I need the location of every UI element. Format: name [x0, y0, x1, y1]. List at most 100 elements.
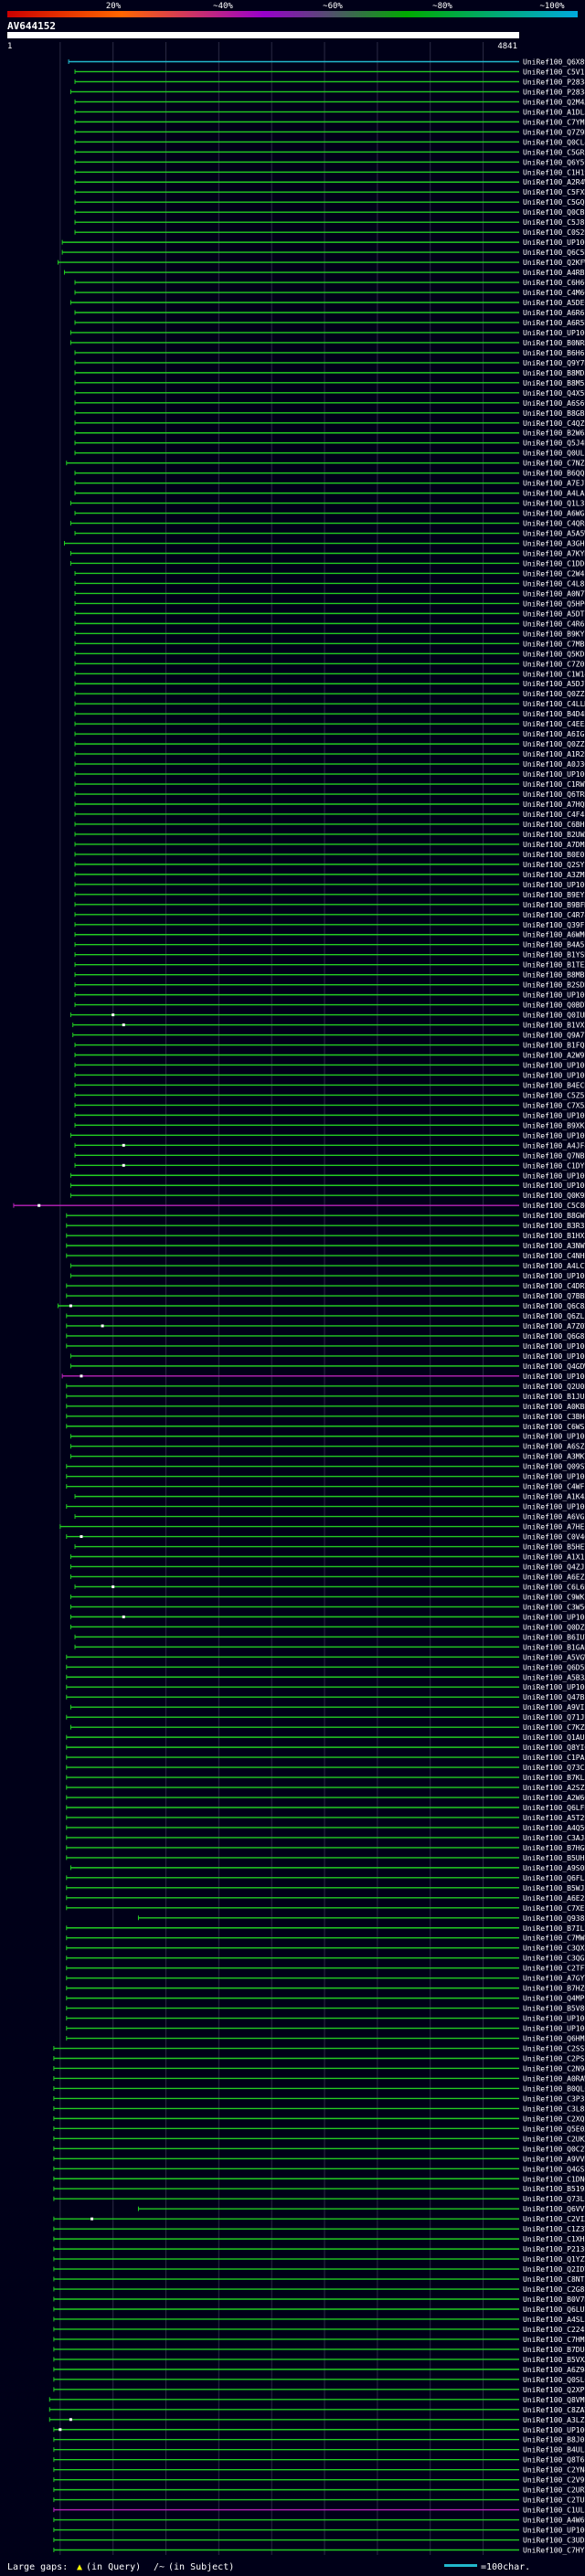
hit-label[interactable]: UniRef100_A7HQN3	[523, 800, 585, 809]
hit-row[interactable]: UniRef100_A3GHS7	[63, 540, 585, 548]
hit-label[interactable]: UniRef100_B4A5P7	[523, 941, 585, 949]
hit-label[interactable]: UniRef100_A0J3G1	[523, 760, 585, 769]
hit-label[interactable]: UniRef100_C3UD50	[523, 2537, 585, 2545]
hit-label[interactable]: UniRef100_B0QL01	[523, 2084, 585, 2093]
hit-label[interactable]: UniRef100_B7HGN7	[523, 1844, 585, 1852]
hit-row[interactable]: UniRef100_A7EJ78	[74, 480, 585, 488]
hit-label[interactable]: UniRef100_Q93857	[523, 1914, 585, 1923]
hit-label[interactable]: UniRef100_Q6ZLL0	[523, 1312, 585, 1320]
hit-label[interactable]: UniRef100_C5FXN9	[523, 188, 585, 196]
hit-label[interactable]: UniRef100_A2W6Q5	[523, 1794, 585, 1802]
hit-row[interactable]: UniRef100_Q0UL16	[74, 450, 585, 458]
hit-row[interactable]: UniRef100_C7Z0E4	[74, 660, 585, 668]
hit-row[interactable]: UniRef100_C5FXN9	[74, 188, 585, 196]
hit-row[interactable]: UniRef100_C7KZD5	[69, 1723, 585, 1732]
hit-row[interactable]: UniRef100_Q93857	[137, 1914, 585, 1923]
hit-label[interactable]: UniRef100_Q2M4A4	[523, 98, 585, 106]
hit-row[interactable]: UniRef100_Q5E0X0	[53, 2125, 585, 2133]
hit-label[interactable]: UniRef100_B8M533	[523, 379, 585, 387]
hit-label[interactable]: UniRef100_C2SSL7	[523, 2045, 585, 2053]
hit-label[interactable]: UniRef100_B8GB18	[523, 409, 585, 418]
hit-row[interactable]: UniRef100_C7HMF3	[53, 2336, 585, 2344]
hit-row[interactable]: UniRef100_UP1000...	[74, 991, 585, 1000]
hit-label[interactable]: UniRef100_C6H669	[523, 279, 585, 287]
hit-row[interactable]: UniRef100_B7HZQ4	[66, 1985, 585, 1993]
hit-label[interactable]: UniRef100_C3W5G0	[523, 1603, 585, 1611]
hit-label[interactable]: UniRef100_C4R741	[523, 911, 585, 919]
hit-label[interactable]: UniRef100_UP1000...	[523, 2025, 585, 2033]
hit-row[interactable]: UniRef100_C3L821	[53, 2104, 585, 2113]
hit-row[interactable]: UniRef100_Q4ZJ12	[69, 1563, 585, 1571]
hit-label[interactable]: UniRef100_A9VIZ3	[523, 1703, 585, 1712]
hit-row[interactable]: UniRef100_C3AJ41	[66, 1834, 585, 1842]
hit-label[interactable]: UniRef100_P21360	[523, 2245, 585, 2253]
hit-row[interactable]: UniRef100_B2SDN9	[74, 981, 585, 990]
hit-label[interactable]: UniRef100_Q8T6P1	[523, 2456, 585, 2465]
hit-label[interactable]: UniRef100_Q4MP16	[523, 1995, 585, 2003]
hit-label[interactable]: UniRef100_A4W697	[523, 2517, 585, 2525]
hit-row[interactable]: UniRef100_C1Z3V7	[53, 2225, 585, 2233]
hit-label[interactable]: UniRef100_Q7NBB5	[523, 1151, 585, 1160]
hit-row[interactable]: UniRef100_A6EZ26	[69, 1573, 585, 1581]
hit-label[interactable]: UniRef100_B1GAN2	[523, 1643, 585, 1651]
hit-label[interactable]: UniRef100_A9S0R4	[523, 1864, 585, 1872]
hit-label[interactable]: UniRef100_C7HMF3	[523, 2336, 585, 2344]
hit-label[interactable]: UniRef100_A0KBN6	[523, 1403, 585, 1411]
hit-label[interactable]: UniRef100_B0V7N5	[523, 2295, 585, 2304]
hit-label[interactable]: UniRef100_C6BH14	[523, 821, 585, 829]
hit-row[interactable]: UniRef100_UP1000...	[66, 2015, 585, 2023]
hit-row[interactable]: UniRef100_Q6HM57	[66, 2035, 585, 2043]
hit-label[interactable]: UniRef100_B9BFM2	[523, 901, 585, 909]
hit-label[interactable]: UniRef100_UP1000...	[523, 2527, 585, 2535]
hit-label[interactable]: UniRef100_A4Q5Q8	[523, 1824, 585, 1832]
hit-row[interactable]: UniRef100_B7DU60	[53, 2346, 585, 2354]
hit-row[interactable]: UniRef100_A5DE06	[69, 299, 585, 307]
hit-label[interactable]: UniRef100_Q09SY0	[523, 1463, 585, 1471]
hit-row[interactable]: UniRef100_B9BFM2	[74, 901, 585, 909]
hit-row[interactable]: UniRef100_Q73LC9	[53, 2195, 585, 2203]
hit-label[interactable]: UniRef100_A6E2Z6	[523, 1894, 585, 1903]
hit-row[interactable]: UniRef100_A9VVN6	[53, 2155, 585, 2163]
hit-row[interactable]: UniRef100_B9KYF0	[74, 630, 585, 638]
hit-row[interactable]: UniRef100_A4RBP5	[63, 269, 585, 277]
hit-label[interactable]: UniRef100_C4QR08	[523, 520, 585, 528]
hit-label[interactable]: UniRef100_Q71JU0	[523, 1713, 585, 1722]
hit-label[interactable]: UniRef100_B5UHL9	[523, 1854, 585, 1862]
hit-row[interactable]: UniRef100_Q0BDY3	[74, 1002, 585, 1010]
hit-row[interactable]: UniRef100_A5VGW1	[66, 1653, 585, 1661]
hit-row[interactable]: UniRef100_Q8YIG6	[66, 1744, 585, 1752]
hit-row[interactable]: UniRef100_Q0C2T7	[53, 2145, 585, 2153]
hit-row[interactable]: UniRef100_B8M533	[74, 379, 585, 387]
hit-row[interactable]: UniRef100_B0NRN4	[69, 339, 585, 347]
hit-label[interactable]: UniRef100_C0V4G2	[523, 1533, 585, 1542]
hit-label[interactable]: UniRef100_UP1000...	[523, 1111, 585, 1119]
hit-row[interactable]: UniRef100_B2UWA4	[74, 831, 585, 839]
hit-row[interactable]: UniRef100_UP1000...	[69, 329, 585, 337]
hit-row[interactable]: UniRef100_UP1000...	[66, 2025, 585, 2033]
hit-row[interactable]: UniRef100_UP1000...	[61, 1373, 585, 1381]
hit-label[interactable]: UniRef100_C2TFY2	[523, 1965, 585, 1973]
hit-row[interactable]: UniRef100_B1JU12	[66, 1393, 585, 1401]
hit-row[interactable]: UniRef100_B8MBZ7	[74, 971, 585, 980]
hit-row[interactable]: UniRef100_Q1AUE0	[66, 1733, 585, 1742]
hit-label[interactable]: UniRef100_Q0CBP6	[523, 208, 585, 217]
hit-label[interactable]: UniRef100_UP1000...	[523, 1433, 585, 1441]
hit-label[interactable]: UniRef100_Q0BDY3	[523, 1002, 585, 1010]
hit-label[interactable]: UniRef100_C5GQC3	[523, 198, 585, 207]
hit-row[interactable]: UniRef100_C1DD07	[69, 559, 585, 567]
hit-label[interactable]: UniRef100_Q0ZZ16	[523, 690, 585, 698]
hit-label[interactable]: UniRef100_A6SZ05	[523, 1443, 585, 1451]
hit-row[interactable]: UniRef100_C2YN44	[53, 2466, 585, 2475]
hit-row[interactable]: UniRef100_A4SL33	[53, 2316, 585, 2324]
hit-row[interactable]: UniRef100_B7IL74	[66, 1924, 585, 1933]
hit-row[interactable]: UniRef100_B9EY59	[74, 891, 585, 899]
hit-row[interactable]: UniRef100_A7HQN3	[74, 800, 585, 809]
hit-label[interactable]: UniRef100_C2G8L9	[523, 2285, 585, 2294]
hit-label[interactable]: UniRef100_UP1000...	[523, 1071, 585, 1079]
hit-row[interactable]: UniRef100_Q6C8J4	[58, 1302, 585, 1310]
hit-row[interactable]: UniRef100_B8J0P6	[53, 2436, 585, 2444]
hit-row[interactable]: UniRef100_UP1000...	[53, 2527, 585, 2535]
hit-label[interactable]: UniRef100_Q1L3B4	[523, 500, 585, 508]
hit-label[interactable]: UniRef100_A6R626	[523, 309, 585, 317]
hit-label[interactable]: UniRef100_A7KYH2	[523, 550, 585, 558]
